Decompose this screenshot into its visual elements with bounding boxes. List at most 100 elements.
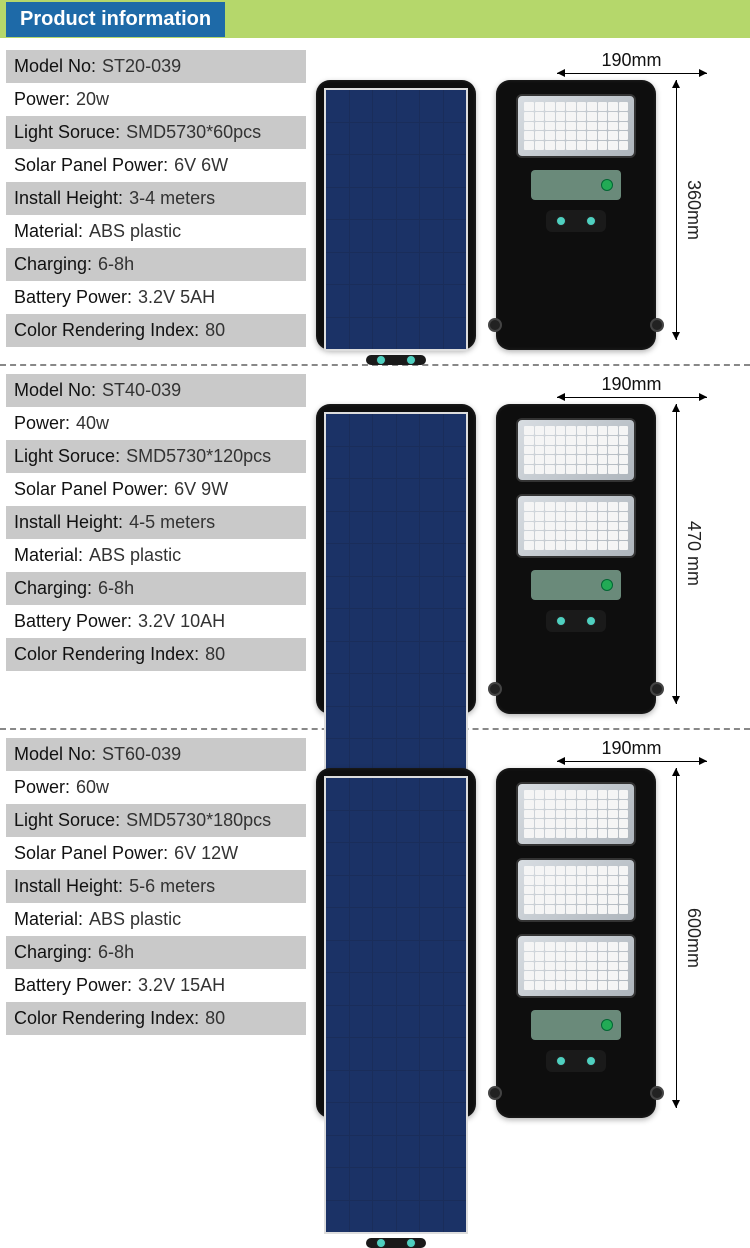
- spec-value: 80: [205, 1008, 225, 1029]
- spec-row: Light Soruce: SMD5730*180pcs: [6, 804, 306, 837]
- product-images: 190mm: [306, 50, 744, 350]
- bolt-icon: [650, 682, 664, 696]
- spec-row: Light Soruce: SMD5730*120pcs: [6, 440, 306, 473]
- spec-row: Install Height: 4-5 meters: [6, 506, 306, 539]
- width-dimension: 190mm: [549, 738, 714, 762]
- spec-value: SMD5730*180pcs: [126, 810, 271, 831]
- spec-row: Battery Power: 3.2V 10AH: [6, 605, 306, 638]
- header-strip: Product information: [0, 0, 750, 38]
- spec-row: Model No: ST20-039: [6, 50, 306, 83]
- bolt-icon: [406, 355, 416, 365]
- spec-label: Solar Panel Power:: [14, 843, 168, 864]
- height-dimension: 360mm: [676, 80, 704, 340]
- spec-label: Light Soruce:: [14, 122, 120, 143]
- spec-value: 6-8h: [98, 942, 134, 963]
- bolt-icon: [556, 616, 566, 626]
- power-button-icon: [601, 179, 613, 191]
- spec-label: Model No:: [14, 744, 96, 765]
- spec-label: Solar Panel Power:: [14, 479, 168, 500]
- spec-value: 40w: [76, 413, 109, 434]
- spec-value: SMD5730*120pcs: [126, 446, 271, 467]
- spec-value: 60w: [76, 777, 109, 798]
- spec-row: Power: 60w: [6, 771, 306, 804]
- bolt-icon: [586, 216, 596, 226]
- product-images: 190mm: [306, 374, 744, 714]
- spec-label: Material:: [14, 221, 83, 242]
- spec-label: Install Height:: [14, 188, 123, 209]
- spec-row: Solar Panel Power: 6V 12W: [6, 837, 306, 870]
- width-dimension: 190mm: [549, 374, 714, 398]
- device-front-led: [496, 768, 656, 1118]
- products-container: Model No: ST20-039 Power: 20w Light Soru…: [0, 42, 750, 1132]
- spec-value: 4-5 meters: [129, 512, 215, 533]
- spec-row: Light Soruce: SMD5730*60pcs: [6, 116, 306, 149]
- spec-label: Install Height:: [14, 876, 123, 897]
- spec-value: ST60-039: [102, 744, 181, 765]
- arrow-vertical-icon: [676, 768, 677, 1108]
- spec-row: Power: 40w: [6, 407, 306, 440]
- height-dimension: 470 mm: [676, 404, 725, 704]
- led-array: [516, 858, 636, 922]
- spec-row: Charging: 6-8h: [6, 248, 306, 281]
- spec-label: Battery Power:: [14, 975, 132, 996]
- spec-row: Charging: 6-8h: [6, 936, 306, 969]
- spec-table: Model No: ST20-039 Power: 20w Light Soru…: [6, 50, 306, 350]
- spec-label: Install Height:: [14, 512, 123, 533]
- spec-label: Model No:: [14, 56, 96, 77]
- led-array: [516, 418, 636, 482]
- spec-value: 20w: [76, 89, 109, 110]
- spec-value: 80: [205, 644, 225, 665]
- height-dimension: 600mm: [676, 768, 704, 1108]
- bolt-icon: [586, 1056, 596, 1066]
- spec-label: Charging:: [14, 942, 92, 963]
- spec-label: Light Soruce:: [14, 446, 120, 467]
- arrow-horizontal-icon: [557, 761, 707, 762]
- spec-row: Material: ABS plastic: [6, 903, 306, 936]
- mount-bracket: [546, 210, 606, 232]
- spec-value: 3.2V 5AH: [138, 287, 215, 308]
- device-front-led: [496, 404, 656, 714]
- sensor-panel: [531, 170, 621, 200]
- page-title: Product information: [6, 2, 225, 37]
- spec-row: Solar Panel Power: 6V 9W: [6, 473, 306, 506]
- spec-value: 6-8h: [98, 578, 134, 599]
- spec-label: Power:: [14, 777, 70, 798]
- bolt-icon: [488, 1086, 502, 1100]
- spec-value: 3.2V 15AH: [138, 975, 225, 996]
- spec-label: Material:: [14, 545, 83, 566]
- product-images: 190mm: [306, 738, 744, 1118]
- spec-row: Material: ABS plastic: [6, 215, 306, 248]
- bolt-icon: [556, 216, 566, 226]
- spec-value: SMD5730*60pcs: [126, 122, 261, 143]
- device-back-solar: [316, 404, 476, 714]
- spec-value: ST40-039: [102, 380, 181, 401]
- spec-value: 6V 9W: [174, 479, 228, 500]
- spec-row: Battery Power: 3.2V 5AH: [6, 281, 306, 314]
- spec-value: 5-6 meters: [129, 876, 215, 897]
- side-mounts: [488, 318, 664, 332]
- bolt-icon: [488, 682, 502, 696]
- spec-row: Model No: ST40-039: [6, 374, 306, 407]
- spec-value: 6-8h: [98, 254, 134, 275]
- arrow-horizontal-icon: [557, 397, 707, 398]
- solar-panel: [324, 88, 468, 351]
- spec-label: Power:: [14, 413, 70, 434]
- led-array: [516, 494, 636, 558]
- led-array: [516, 94, 636, 158]
- spec-value: ST20-039: [102, 56, 181, 77]
- spec-label: Power:: [14, 89, 70, 110]
- solar-panel: [324, 412, 468, 773]
- power-button-icon: [601, 579, 613, 591]
- spec-label: Battery Power:: [14, 287, 132, 308]
- spec-row: Install Height: 3-4 meters: [6, 182, 306, 215]
- led-array: [516, 782, 636, 846]
- height-value: 360mm: [683, 180, 704, 240]
- spec-row: Charging: 6-8h: [6, 572, 306, 605]
- spec-label: Color Rendering Index:: [14, 320, 199, 341]
- spec-value: 6V 6W: [174, 155, 228, 176]
- spec-value: 3.2V 10AH: [138, 611, 225, 632]
- bolt-icon: [376, 355, 386, 365]
- spec-value: 6V 12W: [174, 843, 238, 864]
- spec-row: Color Rendering Index: 80: [6, 1002, 306, 1035]
- spec-label: Charging:: [14, 254, 92, 275]
